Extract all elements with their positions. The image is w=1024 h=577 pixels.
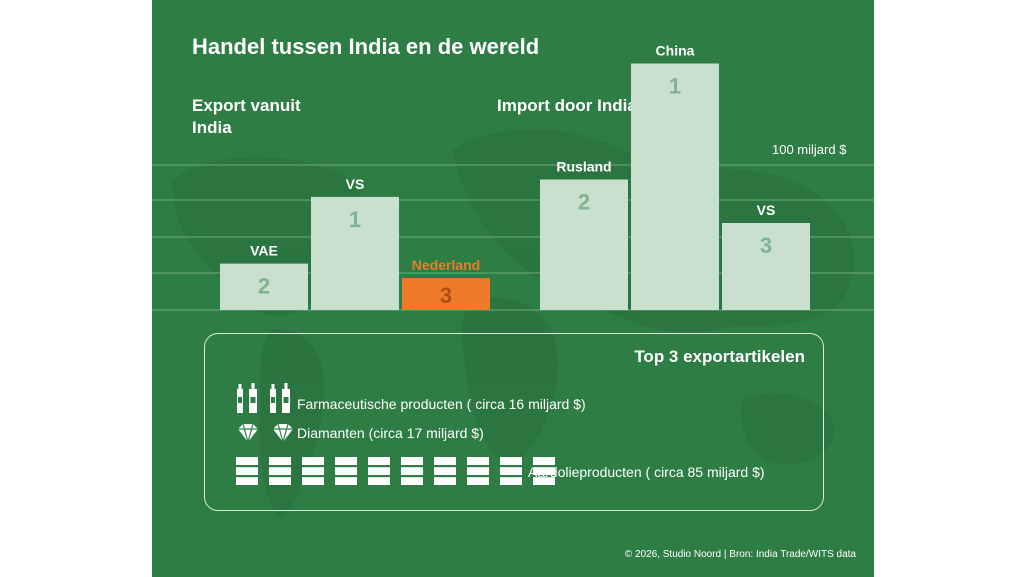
medicine-bottle-icon bbox=[270, 383, 290, 413]
pharma-icon-row bbox=[235, 379, 292, 413]
import-label-vs: VS bbox=[757, 202, 776, 218]
oil-barrel-icon bbox=[500, 457, 522, 485]
oil-barrel-icon bbox=[269, 457, 291, 485]
oil-barrel-icon bbox=[467, 457, 489, 485]
footer-credit: © 2026, Studio Noord | Bron: India Trade… bbox=[624, 549, 856, 560]
import-label-china: China bbox=[656, 43, 695, 59]
oil-barrel-icon bbox=[335, 457, 357, 485]
import-label-rusland: Rusland bbox=[556, 159, 611, 175]
diamond-label: Diamanten (circa 17 miljard $) bbox=[297, 425, 484, 441]
export-bar-group: 2 VAE 1 VS 3 Nederland bbox=[220, 176, 490, 310]
import-rank-rusland: 2 bbox=[578, 190, 590, 215]
export-rank-vae: 2 bbox=[258, 274, 270, 299]
top-exports-box: Top 3 exportartikelen Farmaceutische pro… bbox=[204, 333, 824, 511]
export-label-vae: VAE bbox=[250, 243, 278, 259]
import-chart-title: Import door India bbox=[497, 96, 637, 115]
export-label-vs: VS bbox=[346, 176, 365, 192]
import-bar-group: 2 Rusland 1 China 3 VS bbox=[540, 43, 810, 310]
oil-label: Aardolieproducten ( circa 85 miljard $) bbox=[528, 464, 765, 480]
oil-barrel-icon bbox=[368, 457, 390, 485]
export-rank-nederland: 3 bbox=[440, 283, 452, 308]
diamond-icon-row bbox=[235, 422, 296, 444]
diamond-icon bbox=[238, 423, 258, 443]
oil-barrel-icon bbox=[434, 457, 456, 485]
top-exports-title: Top 3 exportartikelen bbox=[634, 347, 805, 366]
pharma-label: Farmaceutische producten ( circa 16 milj… bbox=[297, 396, 586, 412]
export-bar-vs bbox=[311, 196, 399, 310]
page-title: Handel tussen India en de wereld bbox=[192, 34, 540, 59]
oil-barrel-icon bbox=[302, 457, 324, 485]
diamond-icon bbox=[273, 423, 293, 443]
oil-barrel-icon bbox=[236, 457, 258, 485]
medicine-bottle-icon bbox=[237, 383, 257, 413]
export-bar-vae bbox=[220, 263, 308, 310]
export-label-nederland: Nederland bbox=[412, 257, 480, 273]
import-bar-rusland bbox=[540, 179, 628, 310]
oil-barrel-icon-row bbox=[235, 456, 556, 486]
import-rank-vs: 3 bbox=[760, 233, 772, 258]
import-rank-china: 1 bbox=[669, 74, 681, 99]
oil-barrel-icon bbox=[533, 457, 555, 485]
reference-value-label: 100 miljard $ bbox=[772, 142, 847, 157]
bar-charts: 2 VAE 1 VS 3 Nederland 2 Rusland 1 China 3 VS bbox=[152, 43, 874, 311]
import-bar-china bbox=[631, 63, 719, 310]
export-bar-nederland bbox=[402, 278, 490, 310]
infographic-panel: Handel tussen India en de wereld Export … bbox=[152, 0, 874, 577]
export-rank-vs: 1 bbox=[349, 207, 361, 232]
export-chart-title: Export vanuit India bbox=[192, 96, 301, 137]
oil-barrel-icon bbox=[401, 457, 423, 485]
import-bar-vs bbox=[722, 223, 810, 310]
